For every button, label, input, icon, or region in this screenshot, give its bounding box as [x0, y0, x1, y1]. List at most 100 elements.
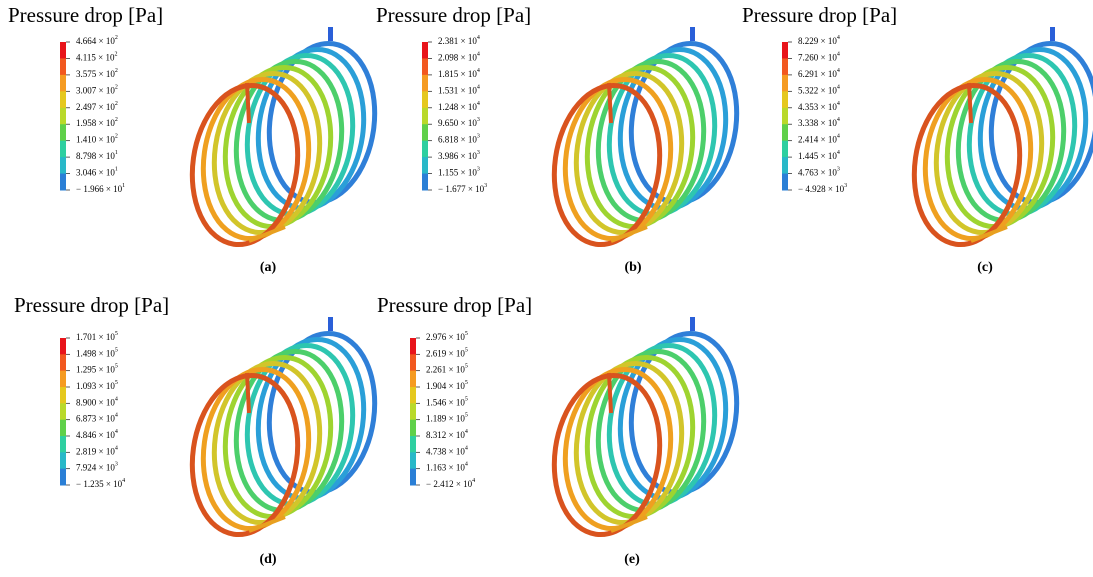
coil-ring: [562, 366, 674, 532]
label-exponent: 5: [465, 413, 468, 419]
colorbar-segment: [60, 91, 66, 109]
colorbar-label: 3.986 × 103: [438, 150, 480, 161]
colorbar-segment: [422, 173, 428, 191]
coil: [189, 317, 378, 538]
colorbar-label: 3.007 × 102: [76, 85, 118, 96]
colorbar-label: − 4.928 × 103: [798, 183, 847, 194]
label-base: 8.900 × 10: [76, 397, 115, 407]
label-base: 2.976 × 10: [426, 332, 465, 342]
colorbar-label: 2.098 × 104: [438, 52, 480, 63]
coil: [551, 27, 740, 248]
colorbar-segment: [782, 42, 788, 59]
colorbar-label: 1.958 × 102: [76, 118, 118, 129]
colorbar-label: 1.155 × 103: [438, 167, 480, 178]
colorbar-label: − 1.677 × 103: [438, 183, 487, 194]
panel-title: Pressure drop [Pa]: [376, 3, 531, 27]
colorbar-label: 2.497 × 102: [76, 101, 118, 112]
label-exponent: 2: [115, 68, 118, 74]
coil-ring: [200, 76, 312, 242]
label-exponent: 3: [115, 462, 118, 468]
colorbar-label: 2.619 × 105: [426, 348, 468, 359]
colorbar-label: 2.414 × 104: [798, 134, 840, 145]
label-base: 1.410 × 10: [76, 135, 115, 145]
label-base: 1.445 × 10: [798, 151, 837, 161]
label-base: 8.229 × 10: [798, 36, 837, 46]
label-base: 1.163 × 10: [426, 463, 465, 473]
label-base: 5.322 × 10: [798, 85, 837, 95]
label-base: 8.312 × 10: [426, 430, 465, 440]
label-exponent: 4: [465, 429, 468, 435]
colorbar-segment: [60, 468, 66, 486]
panel-caption: (a): [260, 260, 277, 275]
label-exponent: 4: [837, 134, 840, 140]
label-base: 6.873 × 10: [76, 414, 115, 424]
colorbar-segment: [60, 74, 66, 92]
coil-ring: [922, 76, 1034, 242]
colorbar-label: 1.701 × 105: [76, 331, 118, 342]
colorbar-label: 7.924 × 103: [76, 462, 118, 473]
label-base: 1.498 × 10: [76, 348, 115, 358]
label-exponent: 4: [837, 68, 840, 74]
coil-inlet: [607, 82, 613, 124]
colorbar-label: 4.353 × 104: [798, 101, 840, 112]
colorbar-segment: [60, 42, 66, 59]
label-base: 2.819 × 10: [76, 446, 115, 456]
coil-ring: [222, 354, 334, 520]
label-base: 9.650 × 10: [438, 118, 477, 128]
coil-ring: [584, 64, 696, 230]
label-exponent: 5: [115, 380, 118, 386]
colorbar-label: 1.189 × 105: [426, 413, 468, 424]
colorbar-segment: [60, 436, 66, 453]
label-exponent: 4: [115, 429, 118, 435]
label-base: 7.924 × 10: [76, 463, 115, 473]
label-exponent: 4: [477, 35, 480, 41]
label-base: 1.815 × 10: [438, 69, 477, 79]
label-base: 1.295 × 10: [76, 365, 115, 375]
colorbar-segment: [782, 157, 788, 175]
colorbar-segment: [60, 157, 66, 175]
colorbar-segment: [410, 436, 416, 453]
coil-ring: [211, 70, 323, 236]
label-base: 6.291 × 10: [798, 69, 837, 79]
coil-ring: [584, 354, 696, 520]
colorbar-label: 8.900 × 104: [76, 397, 118, 408]
panel-caption: (d): [259, 552, 276, 567]
colorbar-label: 1.248 × 104: [438, 101, 480, 112]
colorbar-segment: [60, 173, 66, 191]
coil-ring: [222, 64, 334, 230]
label-exponent: 1: [115, 150, 118, 156]
coil-inlet: [245, 372, 251, 414]
label-base: − 2.412 × 10: [426, 479, 473, 489]
label-exponent: 4: [472, 478, 475, 484]
label-exponent: 5: [465, 364, 468, 370]
label-exponent: 5: [465, 348, 468, 354]
label-exponent: 3: [477, 118, 480, 124]
panel-title: Pressure drop [Pa]: [14, 293, 169, 317]
coil-ring: [200, 366, 312, 532]
label-exponent: 2: [115, 118, 118, 124]
colorbar-segment: [410, 387, 416, 404]
colorbar-label: 1.410 × 102: [76, 134, 118, 145]
label-exponent: 5: [465, 331, 468, 337]
colorbar-label: 2.976 × 105: [426, 331, 468, 342]
colorbar-label: 4.846 × 104: [76, 429, 118, 440]
colorbar-segment: [410, 452, 416, 470]
coil-ring: [189, 372, 301, 538]
coil-ring: [551, 372, 663, 538]
colorbar-segment: [60, 403, 66, 421]
colorbar-label: 2.261 × 105: [426, 364, 468, 375]
colorbar-label: 6.818 × 103: [438, 134, 480, 145]
coil-ring: [189, 82, 301, 248]
label-base: 2.619 × 10: [426, 348, 465, 358]
coil-ring: [944, 64, 1056, 230]
label-base: 3.007 × 10: [76, 85, 115, 95]
coil-outlet: [328, 317, 333, 331]
colorbar-segment: [422, 74, 428, 92]
colorbar-segment: [422, 42, 428, 59]
label-exponent: 4: [465, 462, 468, 468]
label-base: − 1.677 × 10: [438, 184, 485, 194]
